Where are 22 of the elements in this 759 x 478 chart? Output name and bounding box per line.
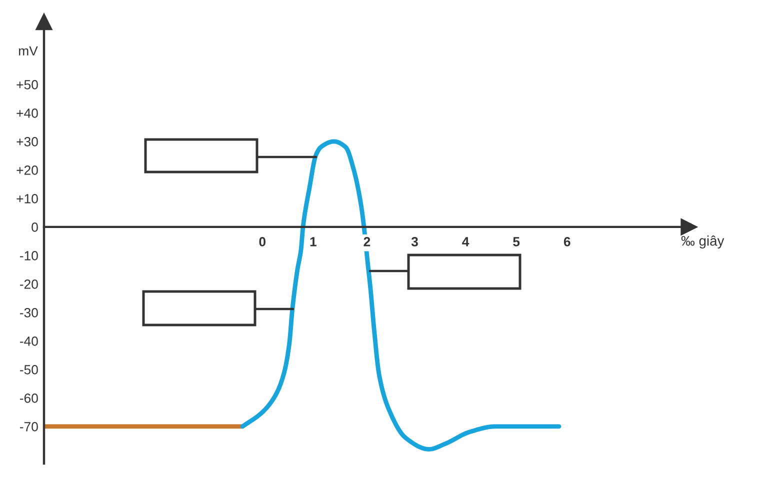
- y-tick-label: -60: [20, 394, 38, 403]
- y-tick-label: 0: [32, 222, 38, 232]
- x-tick-label: 2: [364, 237, 370, 246]
- y-tick-label: +30: [16, 137, 38, 146]
- x-axis-title: ‰ giây: [681, 236, 724, 249]
- y-tick-label: +20: [16, 166, 38, 175]
- y-tick-label: +40: [16, 108, 38, 118]
- y-tick-label: -20: [20, 280, 38, 289]
- x-tick-label: 4: [462, 237, 470, 246]
- y-tick-label: -50: [20, 365, 38, 374]
- x-tick-label: 5: [513, 237, 520, 246]
- y-tick-label: -30: [20, 308, 38, 318]
- y-tick-label: -10: [20, 251, 38, 260]
- x-tick-label: 1: [310, 237, 316, 246]
- y-axis-title: mV: [18, 46, 38, 56]
- x-tick-label: 0: [259, 237, 266, 246]
- y-tick-label: +50: [16, 80, 38, 90]
- x-tick-label: 6: [564, 237, 570, 246]
- x-tick-label: 3: [411, 237, 418, 246]
- y-tick-label: -70: [20, 422, 38, 432]
- y-tick-label: -40: [20, 336, 38, 346]
- y-tick-label: +10: [16, 194, 38, 204]
